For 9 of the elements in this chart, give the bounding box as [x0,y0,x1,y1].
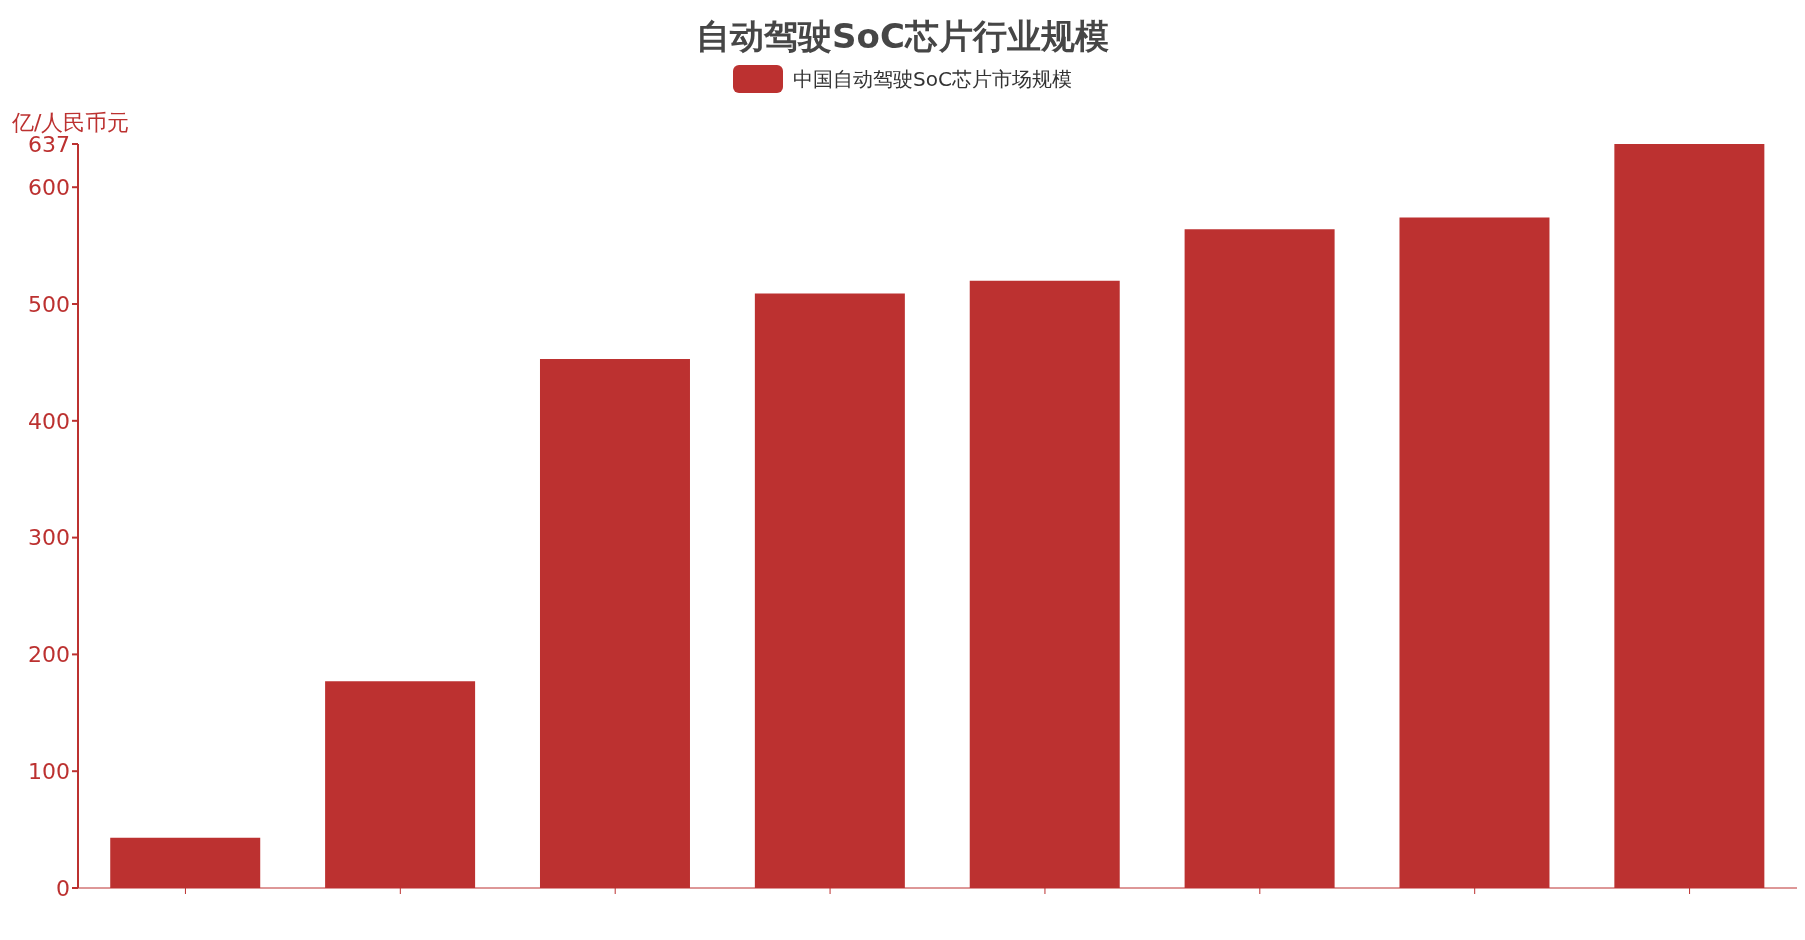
y-tick-label: 400 [28,408,70,434]
legend-label: 中国自动驾驶SoC芯片市场规模 [793,65,1072,93]
y-tick-label: 0 [56,875,70,901]
y-tick-label: 200 [28,642,70,668]
y-tick-label: 600 [28,175,70,201]
y-tick-label: 100 [28,759,70,785]
chart-title: 自动驾驶SoC芯片行业规模 [695,15,1110,58]
y-tick-label: 300 [28,525,70,551]
y-tick-label: 500 [28,291,70,317]
